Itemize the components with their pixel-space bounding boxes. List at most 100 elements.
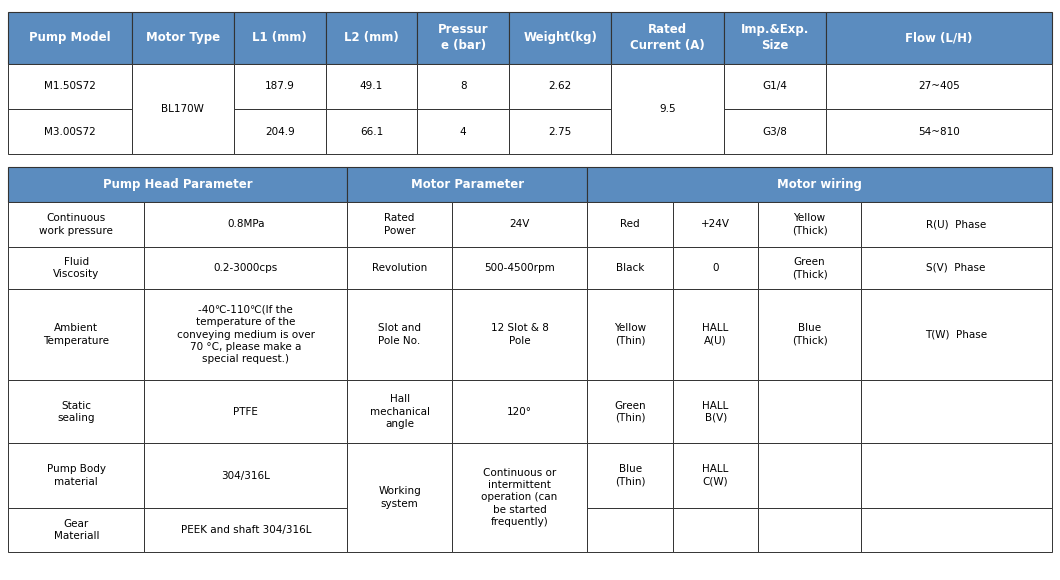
Text: Blue
(Thin): Blue (Thin) — [615, 465, 646, 487]
Text: Yellow
(Thin): Yellow (Thin) — [614, 324, 647, 346]
Bar — [144, 202, 348, 247]
Text: 24V: 24V — [510, 219, 530, 230]
Bar — [348, 167, 587, 202]
Text: Continuous
work pressure: Continuous work pressure — [39, 213, 113, 235]
Text: Pump Body
material: Pump Body material — [47, 465, 106, 487]
Text: Motor Parameter: Motor Parameter — [411, 178, 524, 191]
Bar — [612, 64, 724, 154]
Text: Fluid
Viscosity: Fluid Viscosity — [53, 257, 100, 279]
Text: Continuous or
intermittent
operation (can
be started
frequently): Continuous or intermittent operation (ca… — [481, 467, 558, 527]
Bar — [418, 12, 509, 64]
Text: Ambient
Temperature: Ambient Temperature — [43, 324, 109, 346]
Bar — [8, 167, 348, 202]
Bar — [8, 508, 144, 552]
Text: 120°: 120° — [507, 407, 532, 417]
Text: Hall
mechanical
angle: Hall mechanical angle — [370, 394, 429, 429]
Text: 4: 4 — [460, 126, 466, 137]
Text: L2 (mm): L2 (mm) — [344, 31, 399, 44]
Bar — [8, 64, 131, 109]
Text: R(U)  Phase: R(U) Phase — [926, 219, 986, 230]
Text: HALL
B(V): HALL B(V) — [703, 401, 729, 423]
Text: S(V)  Phase: S(V) Phase — [926, 263, 986, 273]
Bar — [758, 380, 861, 443]
Text: +24V: +24V — [701, 219, 730, 230]
Text: 9.5: 9.5 — [659, 104, 676, 114]
Text: 304/316L: 304/316L — [222, 470, 270, 481]
Bar — [673, 247, 758, 289]
Bar — [144, 247, 348, 289]
Text: Rated
Current (A): Rated Current (A) — [631, 23, 705, 52]
Text: 2.75: 2.75 — [549, 126, 572, 137]
Text: Gear
Materiall: Gear Materiall — [53, 519, 99, 541]
Bar — [673, 380, 758, 443]
Bar — [758, 247, 861, 289]
Bar — [8, 109, 131, 154]
Text: Red: Red — [620, 219, 640, 230]
Bar — [587, 380, 673, 443]
Bar — [861, 202, 1052, 247]
Text: Flow (L/H): Flow (L/H) — [905, 31, 973, 44]
Bar — [348, 247, 452, 289]
Bar — [724, 109, 826, 154]
Bar — [587, 247, 673, 289]
Bar — [144, 289, 348, 380]
Text: T(W)  Phase: T(W) Phase — [925, 329, 987, 340]
Bar — [234, 64, 325, 109]
Text: HALL
A(U): HALL A(U) — [703, 324, 729, 346]
Bar — [758, 443, 861, 508]
Bar — [418, 64, 509, 109]
Text: Green
(Thick): Green (Thick) — [792, 257, 828, 279]
Text: 66.1: 66.1 — [359, 126, 383, 137]
Text: G1/4: G1/4 — [763, 81, 788, 92]
Bar — [234, 109, 325, 154]
Bar — [348, 289, 452, 380]
Bar — [452, 247, 587, 289]
Bar — [144, 508, 348, 552]
Text: Pressur
e (bar): Pressur e (bar) — [438, 23, 489, 52]
Bar — [724, 12, 826, 64]
Text: Black: Black — [616, 263, 644, 273]
Bar — [673, 289, 758, 380]
Bar — [861, 508, 1052, 552]
Bar — [325, 109, 418, 154]
Bar — [587, 202, 673, 247]
Bar — [348, 202, 452, 247]
Bar — [144, 443, 348, 508]
Text: Weight(kg): Weight(kg) — [524, 31, 597, 44]
Bar — [826, 12, 1052, 64]
Text: Pump Model: Pump Model — [30, 31, 111, 44]
Text: 0.2-3000cps: 0.2-3000cps — [214, 263, 278, 273]
Bar — [758, 508, 861, 552]
Bar — [348, 443, 452, 552]
Text: Green
(Thin): Green (Thin) — [615, 401, 646, 423]
Bar — [673, 508, 758, 552]
Bar — [724, 64, 826, 109]
Text: 49.1: 49.1 — [359, 81, 383, 92]
Bar — [826, 109, 1052, 154]
Bar — [758, 289, 861, 380]
Bar — [8, 443, 144, 508]
Text: G3/8: G3/8 — [763, 126, 788, 137]
Bar — [325, 64, 418, 109]
Text: Revolution: Revolution — [372, 263, 427, 273]
Bar — [509, 12, 612, 64]
Text: Motor Type: Motor Type — [145, 31, 219, 44]
Bar — [758, 202, 861, 247]
Text: 204.9: 204.9 — [265, 126, 295, 137]
Bar — [452, 380, 587, 443]
Text: PTFE: PTFE — [233, 407, 259, 417]
Bar — [8, 12, 131, 64]
Bar — [826, 64, 1052, 109]
Text: M1.50S72: M1.50S72 — [45, 81, 96, 92]
Text: 187.9: 187.9 — [265, 81, 295, 92]
Bar — [8, 289, 144, 380]
Bar — [587, 443, 673, 508]
Bar — [861, 443, 1052, 508]
Bar — [8, 380, 144, 443]
Text: Static
sealing: Static sealing — [57, 401, 95, 423]
Bar — [673, 202, 758, 247]
Text: 27~405: 27~405 — [918, 81, 959, 92]
Text: 0.8MPa: 0.8MPa — [227, 219, 265, 230]
Bar — [452, 443, 587, 552]
Bar — [131, 12, 234, 64]
